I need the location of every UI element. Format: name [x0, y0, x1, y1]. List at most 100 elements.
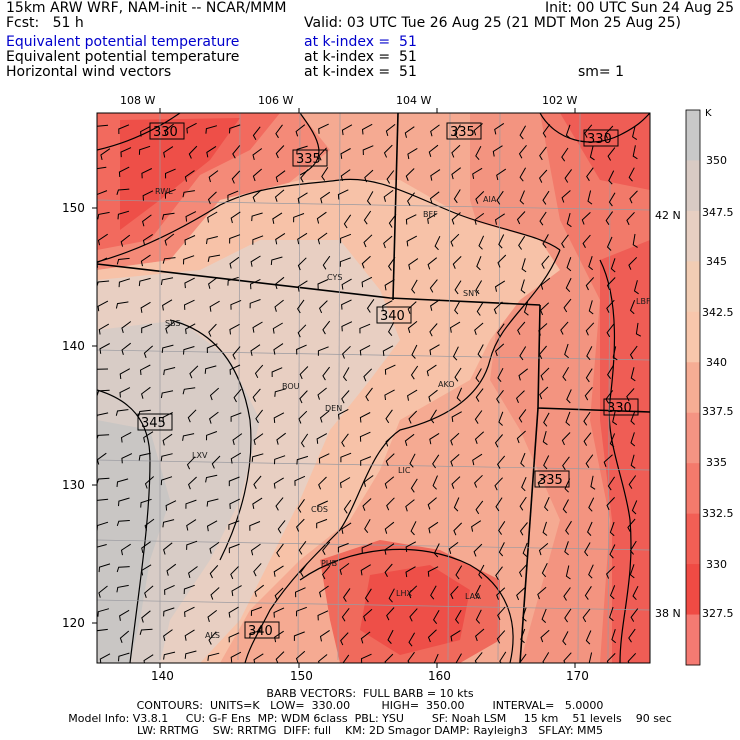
wind-barb: [188, 566, 198, 579]
wind-barb: [166, 563, 177, 576]
wind-barb: [273, 607, 285, 618]
wind-barb: [275, 124, 283, 139]
wind-barb: [254, 584, 265, 597]
lat-label: 42 N: [655, 209, 681, 222]
wind-barb: [475, 191, 485, 204]
wind-barb: [271, 367, 283, 378]
wind-barb: [273, 343, 284, 355]
wind-barb: [316, 518, 328, 529]
wind-barb: [275, 232, 286, 245]
wind-barb: [297, 280, 308, 292]
wind-barb: [293, 631, 305, 641]
wind-barb: [411, 279, 418, 294]
wind-barb: [253, 563, 262, 577]
wind-barb: [182, 387, 196, 395]
wind-barb: [494, 434, 503, 448]
wind-barb: [449, 321, 461, 333]
wind-barb: [319, 585, 329, 598]
wind-barb: [540, 629, 550, 643]
wind-barb: [296, 299, 305, 314]
wind-barb: [565, 277, 572, 293]
wind-barb: [583, 411, 591, 426]
wind-barb: [627, 652, 637, 663]
wind-barb: [538, 345, 547, 360]
wind-barb: [343, 499, 352, 514]
wind-barb: [363, 608, 373, 622]
field-name-1: Equivalent potential temperature: [6, 34, 240, 50]
wind-barb: [140, 126, 151, 137]
wind-barb: [255, 409, 263, 424]
wind-barb: [433, 653, 439, 663]
wind-barb: [295, 650, 306, 663]
wind-barb: [185, 323, 196, 335]
y-tick-label: 120: [62, 616, 85, 630]
wind-barb: [432, 475, 438, 490]
wind-barb: [537, 586, 547, 600]
wind-barb: [385, 434, 395, 447]
colorbar: K 350 347.5 345 342.5 340 337.5 335 332.…: [685, 108, 734, 666]
wind-barb: [274, 388, 287, 397]
wind-barb: [519, 563, 528, 578]
wind-barb: [229, 256, 240, 269]
y-tick-label: 150: [62, 201, 85, 215]
wind-barb: [626, 388, 635, 402]
city-label: LAA: [465, 592, 481, 601]
wind-barb: [343, 214, 352, 229]
wind-barb: [366, 299, 375, 313]
wind-barb: [184, 650, 197, 659]
wind-barb: [138, 409, 151, 417]
wind-barb: [516, 211, 526, 225]
wind-barb: [590, 475, 596, 490]
wind-barb: [429, 323, 438, 337]
wind-barb: [588, 256, 594, 271]
wind-barb: [232, 145, 241, 159]
colorbar-unit: K: [705, 108, 712, 119]
wind-barb: [297, 232, 308, 245]
wind-barb: [519, 167, 527, 182]
city-label: CYS: [327, 273, 342, 282]
wind-barb: [584, 586, 592, 600]
wind-barb: [184, 629, 195, 641]
wind-barb: [182, 433, 195, 441]
wind-barb: [164, 584, 175, 595]
wind-barb: [494, 477, 503, 491]
wind-barb: [340, 452, 352, 463]
wind-barb: [565, 565, 571, 580]
wind-barb: [138, 145, 151, 155]
wind-barb: [539, 386, 549, 400]
wind-barb: [141, 386, 151, 399]
wind-barb: [520, 452, 526, 468]
wind-barb: [317, 232, 328, 245]
wind-barb: [628, 628, 636, 643]
wind-barb: [183, 255, 195, 265]
wind-barb: [321, 167, 329, 181]
wind-barb: [538, 323, 548, 336]
wind-barb: [565, 124, 571, 139]
wind-barb: [635, 322, 642, 337]
wind-barb: [189, 365, 199, 379]
wind-barb: [317, 346, 329, 356]
wind-barb: [407, 389, 418, 401]
city-label: AKO: [438, 380, 455, 389]
wind-barb: [162, 257, 176, 264]
wind-barb: [341, 124, 353, 136]
wind-barb: [454, 300, 461, 315]
wind-barb: [519, 522, 528, 536]
wind-barb: [387, 629, 394, 644]
wind-barb: [407, 147, 418, 160]
wind-barb: [564, 343, 569, 359]
wind-barb: [406, 192, 415, 206]
wind-barb: [211, 455, 221, 469]
map-plot: [97, 113, 650, 663]
wind-barb: [228, 543, 240, 554]
wind-barb: [564, 169, 573, 183]
wind-barb: [606, 277, 616, 291]
wind-barb: [252, 189, 262, 203]
wind-barb: [228, 606, 239, 618]
wind-barb: [410, 478, 418, 493]
wind-barb: [141, 610, 151, 623]
wind-barb: [229, 234, 241, 244]
wind-barb: [407, 301, 417, 314]
wind-barb: [410, 365, 419, 380]
wind-barb: [273, 565, 284, 577]
